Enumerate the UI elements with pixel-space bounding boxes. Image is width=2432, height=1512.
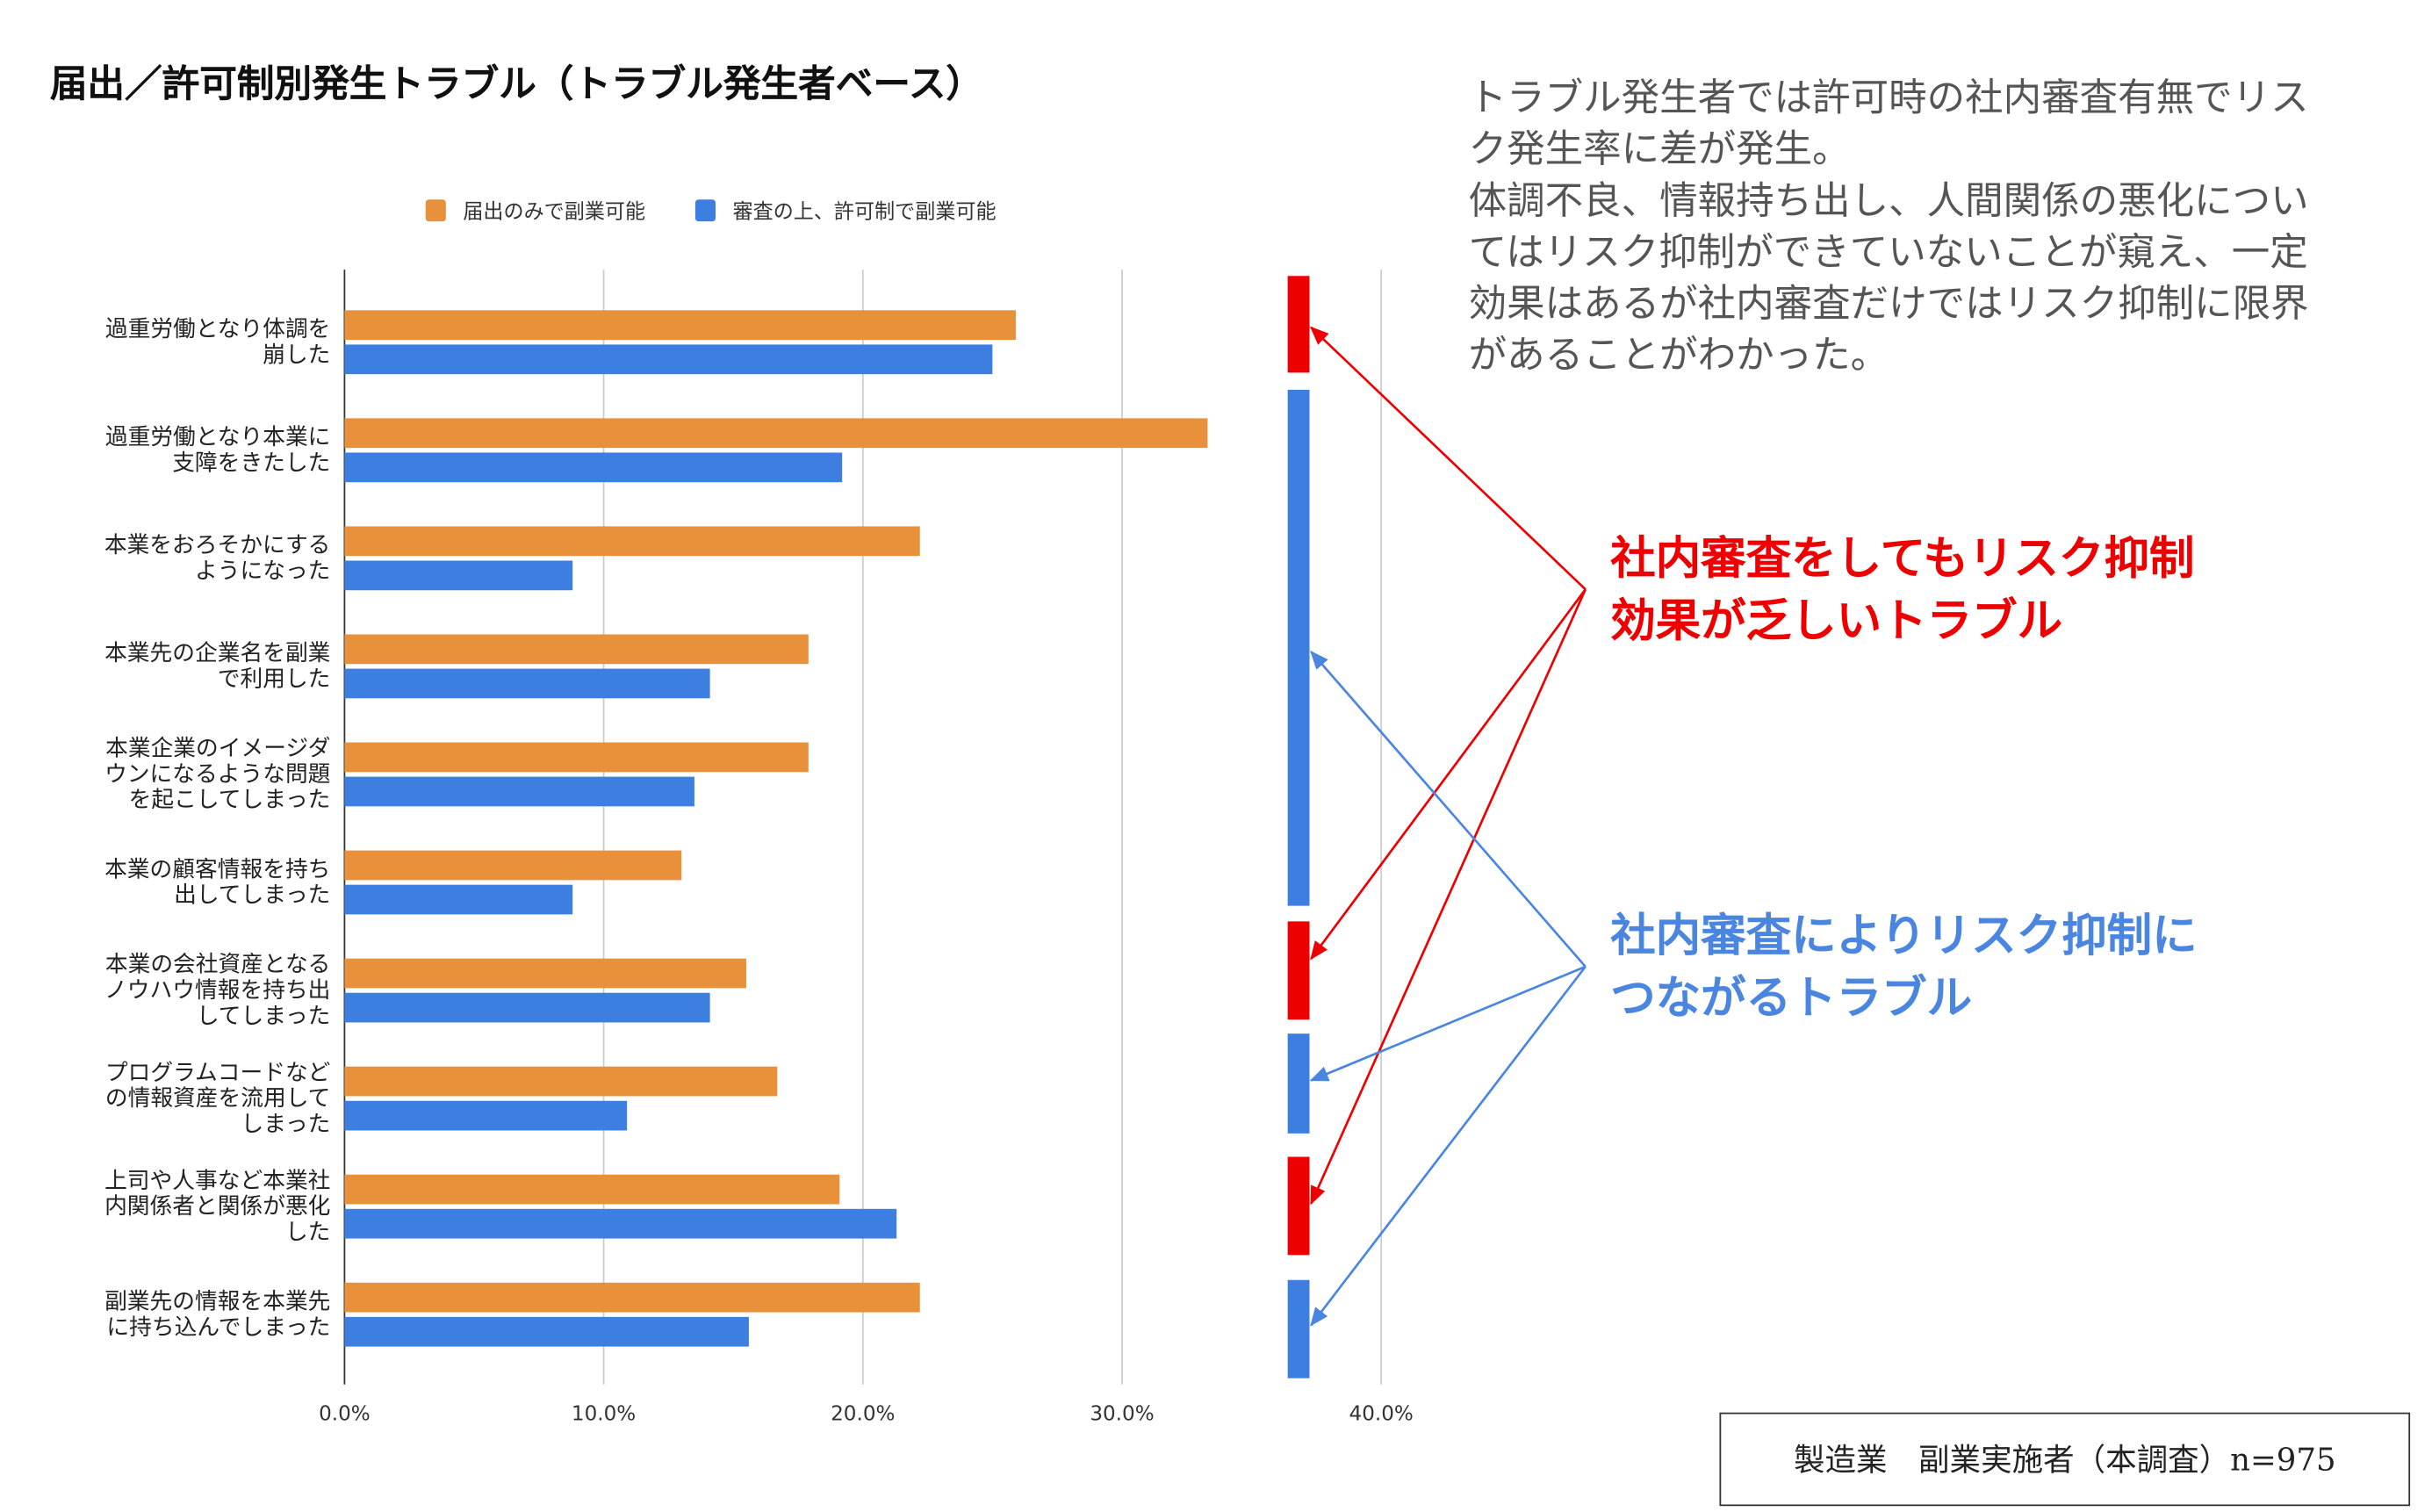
bar-notification-only xyxy=(344,1066,778,1097)
bar-approval-review xyxy=(344,776,694,807)
category-label: 過重労働となり体調を xyxy=(105,316,331,342)
marker-blue xyxy=(1287,1033,1310,1134)
bar-notification-only xyxy=(344,418,1208,449)
bar-notification-only xyxy=(344,1174,840,1205)
category-label: 過重労働となり本業に xyxy=(105,424,331,450)
callout-effective: 社内審査によりリスク抑制に つながるトラブル xyxy=(1610,904,2197,1029)
note-line: ク発生率に差が発生。 xyxy=(1468,126,1851,172)
bar-approval-review xyxy=(344,1208,897,1239)
callout-blue-line: つながるトラブル xyxy=(1610,971,1973,1025)
slide-title: 届出／許可制別発生トラブル（トラブル発生者ベース） xyxy=(49,61,984,106)
category-label: に持ち込んでしまった xyxy=(106,1314,330,1341)
sample-size-box: 製造業 副業実施者（本調査）n=975 xyxy=(1719,1412,2411,1507)
bar-approval-review xyxy=(344,452,843,483)
arrow-blue xyxy=(1309,965,1587,1082)
category-label: 副業先の情報を本業先 xyxy=(104,1289,330,1315)
callout-red-line: 効果が乏しいトラブル xyxy=(1610,594,2063,647)
bar-notification-only xyxy=(344,526,920,557)
note-line: 効果はあるが社内審査だけではリスク抑制に限界 xyxy=(1468,280,2309,327)
category-label: 出してしまった xyxy=(174,882,330,909)
bar-approval-review xyxy=(344,668,710,699)
category-label: の情報資産を流用して xyxy=(105,1085,331,1112)
bar-approval-review xyxy=(344,1316,749,1347)
note-line: があることがわかった。 xyxy=(1468,332,1889,378)
marker-red xyxy=(1287,921,1310,1020)
category-label: ノウハウ情報を持ち出 xyxy=(104,977,330,1004)
bar-approval-review xyxy=(344,344,993,375)
legend-swatch xyxy=(694,199,716,222)
note-line: 体調不良、情報持ち出し、人間関係の悪化につい xyxy=(1468,177,2309,223)
arrow-red xyxy=(1309,326,1587,591)
bar-approval-review xyxy=(344,884,573,915)
note-line: てはリスク抑制ができていないことが窺え、一定 xyxy=(1468,229,2308,275)
x-tick-label: 10.0% xyxy=(572,1403,636,1426)
callout-blue-line: 社内審査によりリスク抑制に xyxy=(1610,909,2198,962)
x-tick-label: 0.0% xyxy=(319,1403,371,1426)
arrow-red xyxy=(1310,588,1587,961)
category-label: 支障をきたした xyxy=(172,450,330,476)
marker-red xyxy=(1287,1156,1310,1256)
category-label: した xyxy=(285,1219,330,1245)
note-line: トラブル発生者では許可時の社内審査有無でリス xyxy=(1468,75,2309,120)
category-label: ウンになるような問題 xyxy=(104,761,330,788)
category-label: を起こしてしまった xyxy=(129,787,331,813)
legend-label: 審査の上、許可制で副業可能 xyxy=(733,201,997,224)
category-label: で利用した xyxy=(218,666,331,693)
category-label: プログラムコードなど xyxy=(105,1060,331,1086)
legend-swatch xyxy=(425,199,446,222)
bar-notification-only xyxy=(344,310,1016,341)
x-tick-label: 30.0% xyxy=(1090,1403,1154,1426)
x-tick-label: 40.0% xyxy=(1349,1403,1414,1426)
arrow-red xyxy=(1310,588,1587,1206)
arrow-blue xyxy=(1310,966,1587,1327)
marker-blue xyxy=(1287,389,1310,906)
bar-notification-only xyxy=(344,1282,920,1313)
bar-notification-only xyxy=(344,742,809,773)
category-label: 本業をおろそかにする xyxy=(104,532,331,558)
category-label: 本業の会社資産となる xyxy=(105,952,331,978)
category-label: 本業企業のイメージダ xyxy=(105,736,330,762)
category-label: 本業先の企業名を副業 xyxy=(104,640,330,666)
category-label: 本業の顧客情報を持ち xyxy=(104,856,330,882)
bar-notification-only xyxy=(344,850,682,881)
summary-note: トラブル発生者では許可時の社内審査有無でリス ク発生率に差が発生。体調不良、情報持… xyxy=(1469,72,2404,381)
x-tick-label: 20.0% xyxy=(831,1403,895,1426)
arrow-blue xyxy=(1310,650,1587,968)
bar-notification-only xyxy=(344,634,809,665)
category-label: 内関係者と関係が悪化 xyxy=(104,1193,330,1220)
category-label: しまった xyxy=(241,1111,331,1137)
category-label: 上司や人事など本業社 xyxy=(104,1168,330,1194)
bar-approval-review xyxy=(344,992,710,1023)
bar-approval-review xyxy=(344,1100,628,1131)
category-label: ようになった xyxy=(195,558,330,584)
bar-approval-review xyxy=(344,560,573,591)
category-label: 崩した xyxy=(263,342,330,368)
bar-notification-only xyxy=(344,958,746,989)
callout-low-effect: 社内審査をしてもリスク抑制 効果が乏しいトラブル xyxy=(1610,527,2194,652)
marker-red xyxy=(1287,276,1310,373)
legend-label: 届出のみで副業可能 xyxy=(463,201,645,224)
category-label: してしまった xyxy=(197,1003,331,1029)
callout-red-line: 社内審査をしてもリスク抑制 xyxy=(1610,531,2195,585)
marker-blue xyxy=(1287,1279,1310,1379)
